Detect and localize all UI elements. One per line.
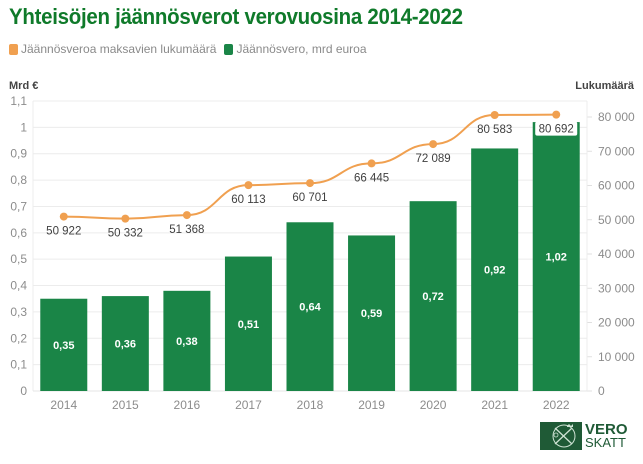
chart-title: Yhteisöjen jäännösverot verovuosina 2014… <box>9 4 463 29</box>
bar <box>163 290 211 391</box>
count-point <box>244 181 253 190</box>
right-tick-label: 40 000 <box>598 247 635 261</box>
left-tick-label: 0,8 <box>10 173 27 187</box>
count-value-label: 72 089 <box>416 153 451 165</box>
left-tick-label: 0,9 <box>10 147 27 161</box>
legend-item-count[interactable]: Jäännösveroa maksavien lukumäärä <box>9 42 216 56</box>
bar <box>40 298 88 391</box>
bar-value-label: 0,38 <box>176 336 197 348</box>
right-tick-label: 70 000 <box>598 144 635 158</box>
left-tick-label: 0,7 <box>10 199 27 213</box>
bar <box>224 256 272 391</box>
x-tick-label: 2021 <box>481 398 508 412</box>
count-point <box>182 211 191 220</box>
left-tick-label: 1 <box>20 120 27 134</box>
count-point <box>367 159 376 168</box>
right-tick-label: 10 000 <box>598 350 635 364</box>
logo-emblem-icon <box>540 422 582 450</box>
x-tick-label: 2018 <box>297 398 324 412</box>
logo-text-vero: VERO <box>585 421 628 438</box>
count-value-label: 51 368 <box>169 224 204 236</box>
legend-label-tax: Jäännösvero, mrd euroa <box>236 42 367 56</box>
x-tick-label: 2017 <box>235 398 262 412</box>
left-tick-label: 1,1 <box>10 94 27 108</box>
left-tick-label: 0 <box>20 384 27 398</box>
bar <box>471 148 519 391</box>
count-value-label: 60 701 <box>292 192 327 204</box>
bar-value-label: 0,64 <box>299 302 321 314</box>
bar <box>532 122 580 391</box>
count-point <box>306 179 314 188</box>
left-tick-label: 0,2 <box>10 331 27 345</box>
count-point <box>552 110 561 119</box>
vero-skatt-logo: VERO SKATT <box>540 422 628 450</box>
bar <box>101 296 149 391</box>
count-value-label: 50 332 <box>108 228 143 240</box>
x-tick-label: 2016 <box>174 398 201 412</box>
count-point <box>121 214 130 223</box>
count-label-bg <box>535 121 578 136</box>
legend: Jäännösveroa maksavien lukumäärä Jäännös… <box>9 42 375 56</box>
bar-value-label: 0,51 <box>238 319 259 331</box>
right-tick-label: 80 000 <box>598 110 635 124</box>
x-tick-label: 2020 <box>420 398 447 412</box>
bar-value-label: 0,72 <box>422 291 443 303</box>
bar-value-label: 0,35 <box>53 340 74 352</box>
x-tick-label: 2015 <box>112 398 139 412</box>
legend-item-tax[interactable]: Jäännösvero, mrd euroa <box>224 42 367 56</box>
left-axis-title: Mrd € <box>9 80 39 92</box>
count-value-label: 80 583 <box>477 124 512 136</box>
legend-swatch-tax <box>224 43 234 55</box>
left-tick-label: 0,4 <box>10 279 27 293</box>
left-tick-label: 0,1 <box>10 358 27 372</box>
count-value-label: 60 113 <box>231 194 265 206</box>
bar-value-label: 1,02 <box>546 252 567 264</box>
bar-value-label: 0,36 <box>115 339 136 351</box>
bar-value-label: 0,92 <box>484 265 505 277</box>
legend-label-count: Jäännösveroa maksavien lukumäärä <box>21 42 217 56</box>
right-tick-label: 30 000 <box>598 281 635 295</box>
right-tick-label: 0 <box>598 384 605 398</box>
logo-text-skatt: SKATT <box>585 435 626 450</box>
right-tick-label: 50 000 <box>598 213 635 227</box>
count-value-label: 50 922 <box>46 226 81 238</box>
count-point <box>429 140 438 149</box>
right-tick-label: 20 000 <box>598 316 635 330</box>
bar <box>409 201 457 391</box>
left-tick-label: 0,5 <box>10 252 27 266</box>
x-tick-label: 2019 <box>358 398 385 412</box>
legend-swatch-count <box>9 43 18 55</box>
count-value-label: 66 445 <box>354 172 389 184</box>
right-axis-title: Lukumäärä <box>575 80 634 92</box>
bar-value-label: 0,59 <box>361 308 382 320</box>
count-point <box>59 212 68 221</box>
x-tick-label: 2014 <box>50 398 77 412</box>
bar <box>348 235 396 391</box>
left-tick-label: 0,6 <box>10 226 27 240</box>
right-tick-label: 60 000 <box>598 179 635 193</box>
left-tick-label: 0,3 <box>10 305 27 319</box>
count-value-label: 80 692 <box>539 124 574 136</box>
bar <box>286 222 334 391</box>
count-point <box>490 111 499 120</box>
x-tick-label: 2022 <box>543 398 570 412</box>
